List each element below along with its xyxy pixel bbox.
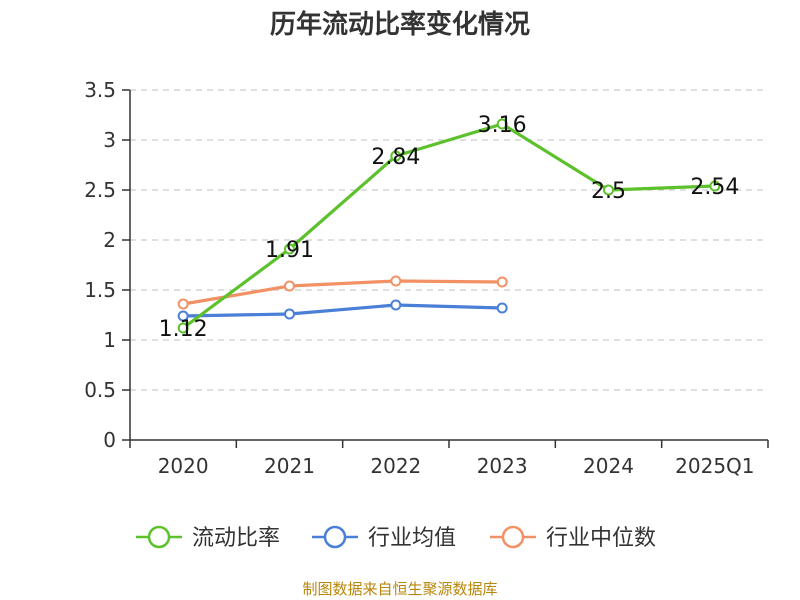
- y-tick-label: 0.5: [84, 378, 116, 402]
- x-tick-label: 2021: [264, 454, 315, 478]
- legend-marker: [147, 525, 171, 549]
- data-point: [177, 322, 189, 334]
- data-point: [284, 280, 295, 292]
- data-point: [496, 302, 508, 314]
- x-tick-label: 2025Q1: [675, 454, 754, 478]
- data-labels: 1.12 1.91 2.84 3.16 2.5 2.54: [159, 113, 740, 342]
- data-point: [496, 276, 508, 288]
- chart-title: 历年流动比率变化情况: [269, 10, 530, 40]
- data-point: [709, 180, 721, 192]
- x-tick-label: 2024: [583, 454, 634, 478]
- data-point: [284, 308, 295, 320]
- y-tick-label: 2.5: [84, 178, 116, 202]
- data-point: [496, 118, 508, 130]
- legend-marker: [323, 525, 347, 549]
- legend-label: 行业中位数: [546, 526, 656, 551]
- data-label: 2.54: [690, 175, 739, 200]
- data-point: [284, 243, 295, 255]
- data-label: 1.91: [265, 238, 314, 263]
- y-tick-label: 2: [103, 228, 116, 252]
- y-tick-label: 3.5: [84, 78, 116, 102]
- data-label: 2.84: [371, 145, 420, 170]
- x-tick-label: 2020: [158, 454, 209, 478]
- legend-label: 行业均值: [368, 526, 456, 551]
- data-label: 2.5: [591, 179, 626, 204]
- y-tick-label: 3: [103, 128, 116, 152]
- series-line: [182, 122, 715, 330]
- data-label: 1.12: [159, 317, 208, 342]
- source-note: 制图数据来自恒生聚源数据库: [302, 580, 498, 598]
- grid-lines: [130, 89, 768, 391]
- legend-marker: [501, 525, 525, 549]
- series-lines: [177, 118, 721, 334]
- x-tick-label: 2022: [370, 454, 421, 478]
- x-tick-label: 2023: [477, 454, 528, 478]
- axes: 0 0.5 1 1.5 2 2.5 3 3.5 2020 2021 2022 2023 2024 2025…: [84, 78, 769, 478]
- data-point: [603, 184, 614, 196]
- legend: 流动比率 行业均值 行业中位数: [136, 525, 656, 551]
- data-point: [390, 150, 402, 162]
- series-line: [183, 303, 503, 318]
- y-tick-label: 1.5: [84, 278, 116, 302]
- series-line: [182, 279, 503, 306]
- y-tick-label: 1: [103, 328, 116, 352]
- data-point: [177, 310, 189, 322]
- data-point: [390, 275, 402, 287]
- data-label: 3.16: [478, 113, 527, 138]
- data-point: [177, 298, 189, 310]
- y-tick-label: 0: [103, 428, 116, 452]
- legend-label: 流动比率: [192, 526, 280, 551]
- data-point: [390, 299, 402, 311]
